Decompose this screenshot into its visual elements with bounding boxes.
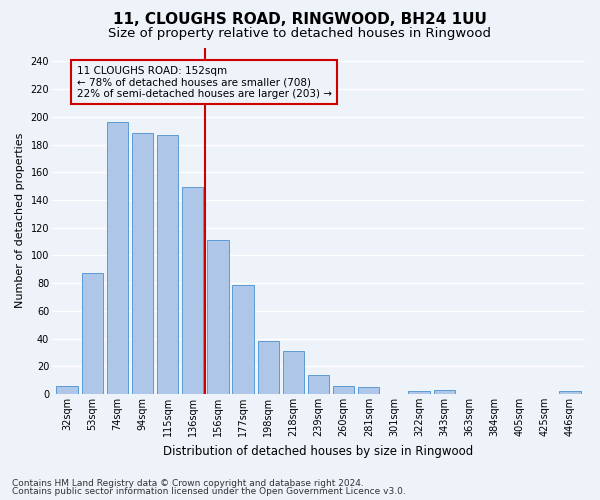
Bar [283, 351, 304, 394]
Text: Contains HM Land Registry data © Crown copyright and database right 2024.: Contains HM Land Registry data © Crown c… [12, 478, 364, 488]
Bar [182, 188, 203, 394]
Bar [107, 122, 128, 394]
X-axis label: Distribution of detached houses by size in Ringwood: Distribution of detached houses by size … [163, 444, 473, 458]
Bar [232, 284, 254, 394]
Bar [333, 386, 355, 394]
Bar [56, 386, 78, 394]
Bar [559, 391, 581, 394]
Bar [257, 342, 279, 394]
Bar [82, 274, 103, 394]
Bar [409, 391, 430, 394]
Text: 11, CLOUGHS ROAD, RINGWOOD, BH24 1UU: 11, CLOUGHS ROAD, RINGWOOD, BH24 1UU [113, 12, 487, 28]
Text: Size of property relative to detached houses in Ringwood: Size of property relative to detached ho… [109, 28, 491, 40]
Bar [358, 387, 379, 394]
Bar [207, 240, 229, 394]
Bar [434, 390, 455, 394]
Text: Contains public sector information licensed under the Open Government Licence v3: Contains public sector information licen… [12, 487, 406, 496]
Bar [157, 135, 178, 394]
Text: 11 CLOUGHS ROAD: 152sqm
← 78% of detached houses are smaller (708)
22% of semi-d: 11 CLOUGHS ROAD: 152sqm ← 78% of detache… [77, 66, 332, 98]
Y-axis label: Number of detached properties: Number of detached properties [15, 133, 25, 308]
Bar [132, 134, 153, 394]
Bar [308, 374, 329, 394]
